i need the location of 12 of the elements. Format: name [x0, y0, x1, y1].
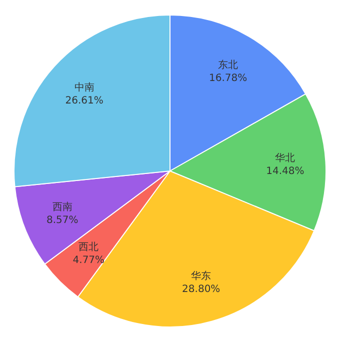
- data-label: 28.80%: [182, 284, 220, 296]
- slice-label: 西南: [52, 200, 72, 213]
- data-label: 8.57%: [46, 214, 78, 226]
- slice-label: 华北: [275, 152, 296, 164]
- slice-label: 东北: [218, 59, 238, 72]
- slice-label: 中南: [74, 82, 94, 94]
- data-label: 16.78%: [209, 73, 248, 84]
- data-label: 4.77%: [72, 254, 105, 266]
- data-label: 26.61%: [65, 96, 104, 107]
- data-label: 14.48%: [266, 166, 304, 177]
- slice-label: 西北: [78, 240, 99, 253]
- slice-label: 华东: [191, 270, 212, 282]
